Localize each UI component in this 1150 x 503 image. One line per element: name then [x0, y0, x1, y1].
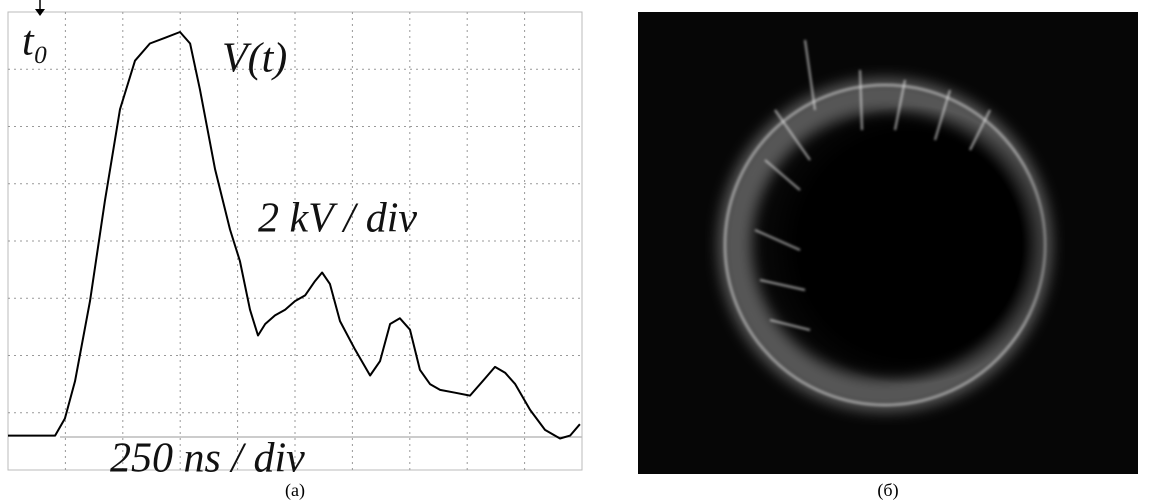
figure: t₀ V(t) 2 kV / div 250 ns / div (a) (б) — [0, 0, 1150, 503]
ring-hole — [770, 105, 1050, 385]
annotation: 2 kV / div — [258, 196, 417, 242]
caption: (a) — [285, 480, 305, 501]
waveform-panel: t₀ V(t) 2 kV / div 250 ns / div — [8, 0, 582, 482]
annotation: 250 ns / div — [110, 436, 305, 482]
photo-panel — [638, 12, 1138, 474]
annotation: t₀ — [22, 19, 48, 65]
caption: (б) — [877, 480, 898, 501]
annotation: V(t) — [222, 36, 287, 82]
